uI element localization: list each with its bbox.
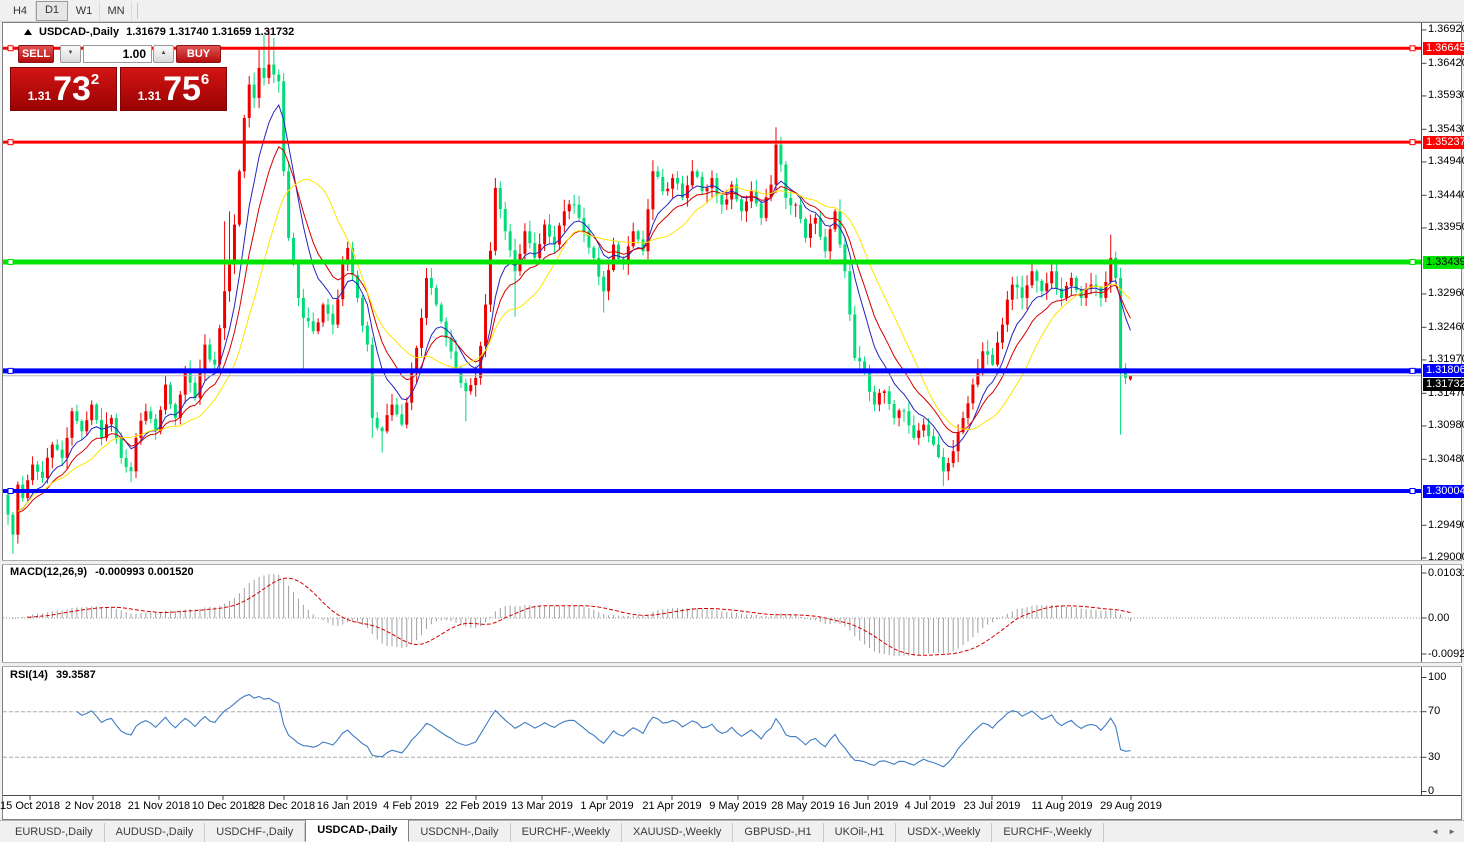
sell-button[interactable]: SELL xyxy=(18,45,54,63)
sell-price-big: 73 xyxy=(53,70,91,108)
macd-axis-tick: -0.009203 xyxy=(1428,647,1464,660)
price-axis-tick: 1.29000 xyxy=(1428,551,1464,564)
volume-increase-button[interactable]: ▲ xyxy=(153,45,174,63)
timeframe-button-W1[interactable]: W1 xyxy=(68,0,100,21)
tab-usdcnh-daily[interactable]: USDCNH-,Daily xyxy=(409,823,511,842)
price-axis-tick: 1.34940 xyxy=(1428,155,1464,168)
one-click-trade-panel: SELL ▼ ▲ BUY 1.31 73 2 1.31 75 6 xyxy=(10,45,228,111)
tab-xauusd-weekly[interactable]: XAUUSD-,Weekly xyxy=(622,823,734,842)
volume-input[interactable] xyxy=(83,45,152,63)
buy-price-big: 75 xyxy=(163,70,201,108)
macd-indicator-label: MACD(12,26,9) -0.000993 0.001520 xyxy=(10,566,194,578)
tab-usdchf-daily[interactable]: USDCHF-,Daily xyxy=(205,823,306,842)
tab-scroll-left-icon[interactable]: ◄ xyxy=(1431,827,1440,836)
buy-price-prefix: 1.31 xyxy=(137,89,162,103)
price-axis-tick: 1.34440 xyxy=(1428,188,1464,201)
tab-eurchf-weekly[interactable]: EURCHF-,Weekly xyxy=(992,823,1104,842)
tab-gbpusd-h1[interactable]: GBPUSD-,H1 xyxy=(733,823,824,842)
rsi-axis-tick: 30 xyxy=(1428,750,1441,763)
buy-button[interactable]: BUY xyxy=(176,45,221,63)
symbol-up-triangle-icon xyxy=(24,29,32,35)
rsi-value: 39.3587 xyxy=(55,669,96,681)
buy-price-button[interactable]: 1.31 75 6 xyxy=(120,67,227,111)
rsi-axis-tick: 70 xyxy=(1428,705,1441,718)
tab-eurchf-weekly[interactable]: EURCHF-,Weekly xyxy=(511,823,622,842)
price-axis-tick: 1.32460 xyxy=(1428,320,1464,333)
chevron-down-icon: ▼ xyxy=(67,50,74,56)
sell-price-pip: 2 xyxy=(90,71,100,88)
chart-window xyxy=(2,22,1462,820)
tab-usdcad-daily[interactable]: USDCAD-,Daily xyxy=(305,819,410,842)
rsi-indicator-label: RSI(14) 39.3587 xyxy=(10,669,96,681)
chart-tab-bar: EURUSD-,Daily AUDUSD-,Daily USDCHF-,Daily U… xyxy=(0,819,1464,842)
rsi-panel-splitter[interactable] xyxy=(2,662,1462,667)
chart-title: USDCAD-,Daily 1.31679 1.31740 1.31659 1.… xyxy=(24,26,294,38)
volume-decrease-button[interactable]: ▼ xyxy=(60,45,81,63)
macd-axis-tick: 0.00 xyxy=(1428,611,1450,624)
price-axis-tick: 1.30980 xyxy=(1428,419,1464,432)
macd-axis-tick: 0.010311 xyxy=(1428,566,1464,579)
tab-audusd-daily[interactable]: AUDUSD-,Daily xyxy=(105,823,206,842)
price-axis-tick: 1.30480 xyxy=(1428,452,1464,465)
buy-price-pip: 6 xyxy=(200,71,210,88)
sell-price-button[interactable]: 1.31 73 2 xyxy=(10,67,117,111)
timeframe-button-H4[interactable]: H4 xyxy=(4,0,36,21)
sell-price-prefix: 1.31 xyxy=(27,89,52,103)
price-level-tag-1.30004: 1.30004 xyxy=(1423,484,1464,498)
price-level-tag-1.35237: 1.35237 xyxy=(1423,135,1464,149)
price-level-tag-1.31806: 1.31806 xyxy=(1423,364,1464,378)
timeframe-toolbar: H4 D1 W1 MN xyxy=(0,0,1464,22)
date-axis-label: 29 Aug 2019 xyxy=(1100,800,1162,812)
chevron-up-icon: ▲ xyxy=(160,50,167,56)
macd-panel-splitter[interactable] xyxy=(2,560,1462,565)
price-level-tag-1.31732: 1.31732 xyxy=(1423,377,1464,391)
price-axis-tick: 1.29490 xyxy=(1428,518,1464,531)
macd-name: MACD(12,26,9) xyxy=(10,566,88,578)
price-level-tag-1.36645: 1.36645 xyxy=(1423,41,1464,55)
toolbar-separator xyxy=(137,2,138,19)
price-axis-tick: 1.35430 xyxy=(1428,122,1464,135)
tab-usdx-weekly[interactable]: USDX-,Weekly xyxy=(896,823,993,842)
macd-values: -0.000993 0.001520 xyxy=(95,566,194,578)
price-level-tag-1.33439: 1.33439 xyxy=(1423,255,1464,269)
rsi-name: RSI(14) xyxy=(10,669,48,681)
chart-title-ohlc: 1.31679 1.31740 1.31659 1.31732 xyxy=(126,26,295,38)
rsi-axis-tick: 0 xyxy=(1428,785,1435,797)
tab-nav: ◄ ► xyxy=(1431,827,1456,836)
price-axis-tick: 1.33950 xyxy=(1428,221,1464,234)
tab-ukoil-h1[interactable]: UKOil-,H1 xyxy=(824,823,897,842)
tab-scroll-right-icon[interactable]: ► xyxy=(1448,827,1456,836)
rsi-axis-tick: 100 xyxy=(1428,671,1447,683)
chart-title-symbol: USDCAD-,Daily xyxy=(39,26,120,38)
timeframe-button-MN[interactable]: MN xyxy=(100,0,132,21)
price-axis-tick: 1.35930 xyxy=(1428,89,1464,102)
tab-eurusd-daily[interactable]: EURUSD-,Daily xyxy=(4,823,105,842)
price-axis-tick: 1.36920 xyxy=(1428,23,1464,36)
timeframe-button-D1[interactable]: D1 xyxy=(36,0,68,21)
price-axis-tick: 1.36420 xyxy=(1428,56,1464,69)
price-axis-tick: 1.32960 xyxy=(1428,287,1464,300)
